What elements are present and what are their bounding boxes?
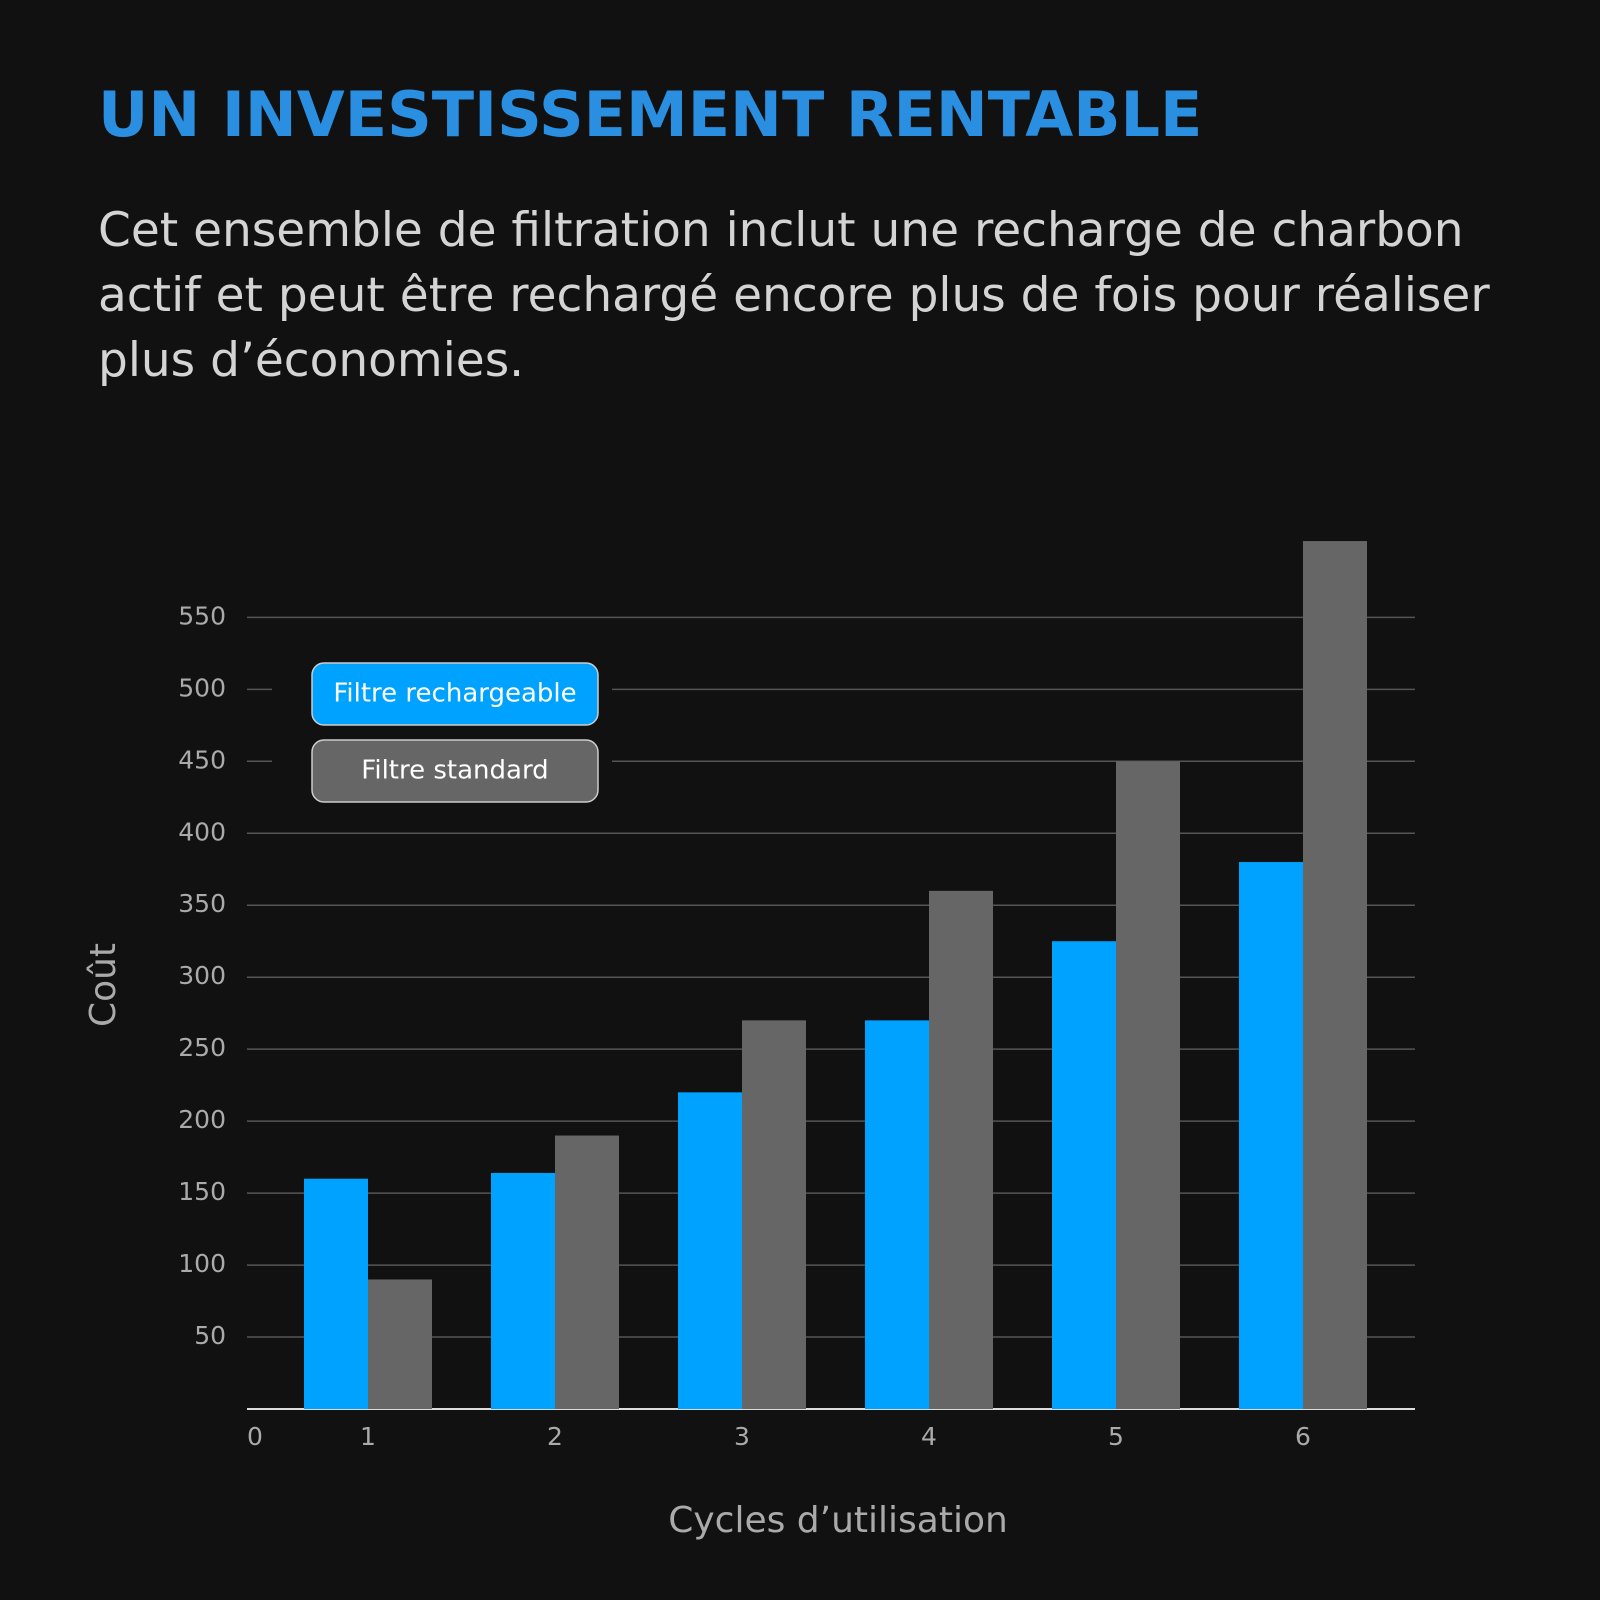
legend-box (311, 662, 599, 726)
chart-subtitle: Cet ensemble de filtration inclut une re… (98, 203, 1490, 388)
bar (929, 890, 993, 1409)
chart-title: UN INVESTISSEMENT RENTABLE (98, 78, 1203, 151)
y-tick-label: 150 (178, 1177, 226, 1206)
y-tick-label: 250 (178, 1033, 226, 1062)
y-axis-label: Coût (83, 943, 124, 1027)
y-tick-label: 300 (178, 961, 226, 990)
y-tick-label: 350 (178, 889, 226, 918)
bar (865, 1020, 929, 1409)
bar (304, 1178, 368, 1409)
x-axis-label: Cycles d’utilisation (668, 1500, 1008, 1541)
x-tick-label: 1 (360, 1422, 376, 1451)
bar (742, 1020, 806, 1409)
bar (555, 1135, 619, 1409)
y-tick-label: 50 (194, 1321, 226, 1350)
y-tick-label: 0 (247, 1422, 263, 1451)
y-tick-label: 550 (178, 601, 226, 630)
bar (1052, 941, 1116, 1409)
x-tick-label: 6 (1295, 1422, 1311, 1451)
y-tick-label: 450 (178, 745, 226, 774)
bar (1303, 541, 1367, 1409)
legend-label: Filtre rechargeable (333, 679, 576, 709)
legend-label: Filtre standard (361, 756, 548, 786)
bar (491, 1172, 555, 1409)
legend-box (311, 739, 599, 803)
bar (368, 1279, 432, 1409)
x-tick-label: 3 (734, 1422, 750, 1451)
y-tick-label: 200 (178, 1105, 226, 1134)
y-tick-label: 100 (178, 1249, 226, 1278)
bar (1239, 862, 1303, 1409)
bar (678, 1092, 742, 1409)
bar (1116, 761, 1180, 1409)
x-tick-label: 4 (921, 1422, 937, 1451)
x-tick-label: 2 (547, 1422, 563, 1451)
x-tick-label: 5 (1108, 1422, 1124, 1451)
y-tick-label: 500 (178, 673, 226, 702)
y-tick-label: 400 (178, 817, 226, 846)
